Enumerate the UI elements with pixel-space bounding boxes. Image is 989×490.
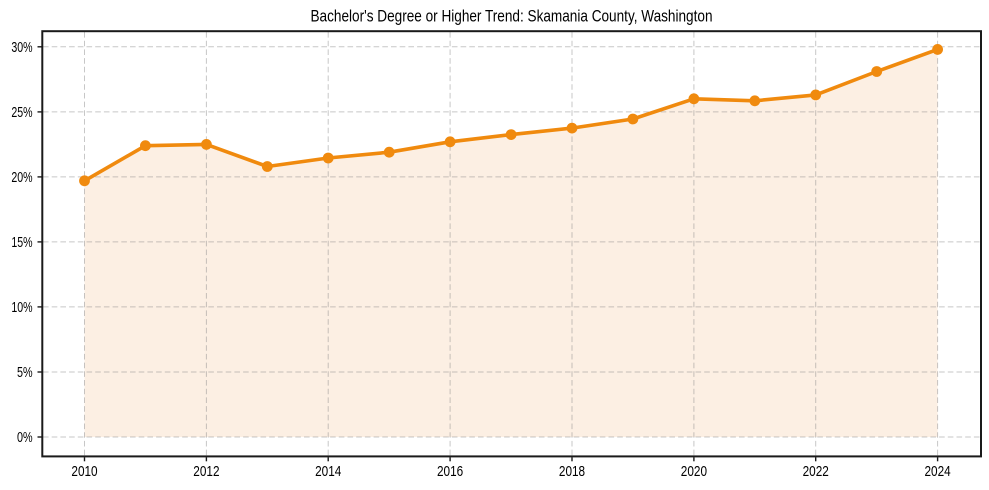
svg-text:2016: 2016 <box>437 463 463 480</box>
svg-text:20%: 20% <box>11 170 32 186</box>
svg-text:30%: 30% <box>11 40 32 56</box>
svg-text:2022: 2022 <box>803 463 829 480</box>
svg-text:25%: 25% <box>11 105 32 121</box>
svg-text:Bachelor's Degree or Higher Tr: Bachelor's Degree or Higher Trend: Skama… <box>311 7 713 26</box>
svg-text:0%: 0% <box>17 430 33 446</box>
svg-text:2024: 2024 <box>925 463 951 480</box>
svg-text:2018: 2018 <box>559 463 585 480</box>
svg-text:2014: 2014 <box>315 463 341 480</box>
svg-text:2010: 2010 <box>71 463 97 480</box>
svg-text:5%: 5% <box>17 365 33 381</box>
svg-text:2012: 2012 <box>193 463 219 480</box>
svg-text:2020: 2020 <box>681 463 707 480</box>
svg-text:10%: 10% <box>11 300 32 316</box>
svg-text:15%: 15% <box>11 235 32 251</box>
